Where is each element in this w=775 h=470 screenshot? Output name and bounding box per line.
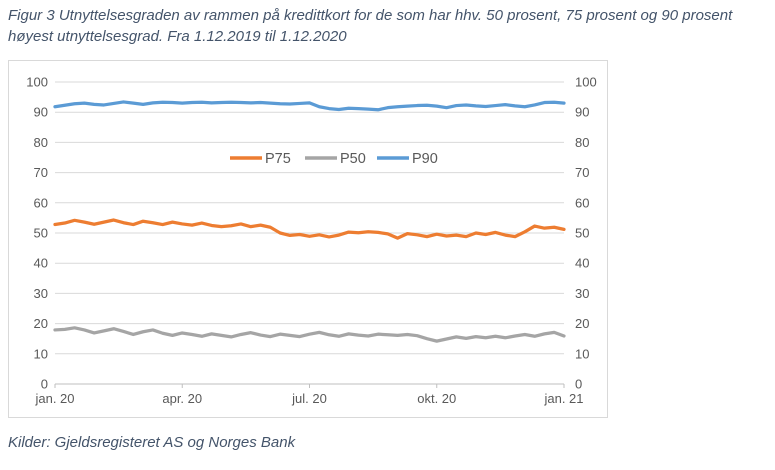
legend-label-p90: P90 [412, 151, 438, 167]
y-axis-tick-label-left: 100 [26, 75, 48, 90]
y-axis-tick-label-right: 30 [575, 286, 589, 301]
y-axis-tick-label-left: 80 [34, 135, 48, 150]
y-axis-tick-label-left: 20 [34, 316, 48, 331]
y-axis-tick-label-right: 60 [575, 195, 589, 210]
y-axis-tick-label-right: 50 [575, 226, 589, 241]
y-axis-tick-label-right: 40 [575, 256, 589, 271]
y-axis-tick-label-right: 80 [575, 135, 589, 150]
chart-container: 0 0 10 10 20 20 30 30 40 40 50 50 60 60 70 70 80 80 90 90 10… [8, 60, 608, 418]
figure-title: Figur 3 Utnyttelsesgraden av rammen på k… [8, 7, 733, 45]
y-axis-tick-label-right: 20 [575, 316, 589, 331]
series-line-p90 [53, 100, 566, 112]
y-axis-tick-label-left: 30 [34, 286, 48, 301]
source-caption: Kilder: Gjeldsregisteret AS og Norges Ba… [8, 434, 296, 451]
y-axis-tick-label-left: 0 [41, 377, 48, 392]
series-line-p50 [53, 326, 566, 343]
y-axis-tick-label-left: 10 [34, 346, 48, 361]
y-axis-tick-label-left: 90 [34, 105, 48, 120]
y-axis-tick-label-right: 10 [575, 346, 589, 361]
x-axis-tick-label: jan. 20 [34, 391, 74, 406]
x-axis-tick-label: jul. 20 [291, 391, 327, 406]
y-axis-tick-label-left: 50 [34, 226, 48, 241]
y-axis-tick-label-right: 0 [575, 377, 582, 392]
y-axis-tick-label-right: 100 [575, 75, 597, 90]
x-axis-tick-label: jan. 21 [543, 391, 583, 406]
legend-label-p50: P50 [340, 151, 366, 167]
y-axis-tick-label-left: 70 [34, 165, 48, 180]
series-line-p75 [53, 218, 566, 240]
y-axis-tick-label-right: 70 [575, 165, 589, 180]
y-axis-tick-label-left: 60 [34, 195, 48, 210]
line-chart: 0 0 10 10 20 20 30 30 40 40 50 50 60 60 70 70 80 80 90 90 10… [26, 75, 597, 407]
x-axis-tick-label: okt. 20 [417, 391, 456, 406]
y-axis-tick-label-right: 90 [575, 105, 589, 120]
x-axis-tick-label: apr. 20 [162, 391, 202, 406]
y-axis-tick-label-left: 40 [34, 256, 48, 271]
legend-label-p75: P75 [265, 151, 291, 167]
